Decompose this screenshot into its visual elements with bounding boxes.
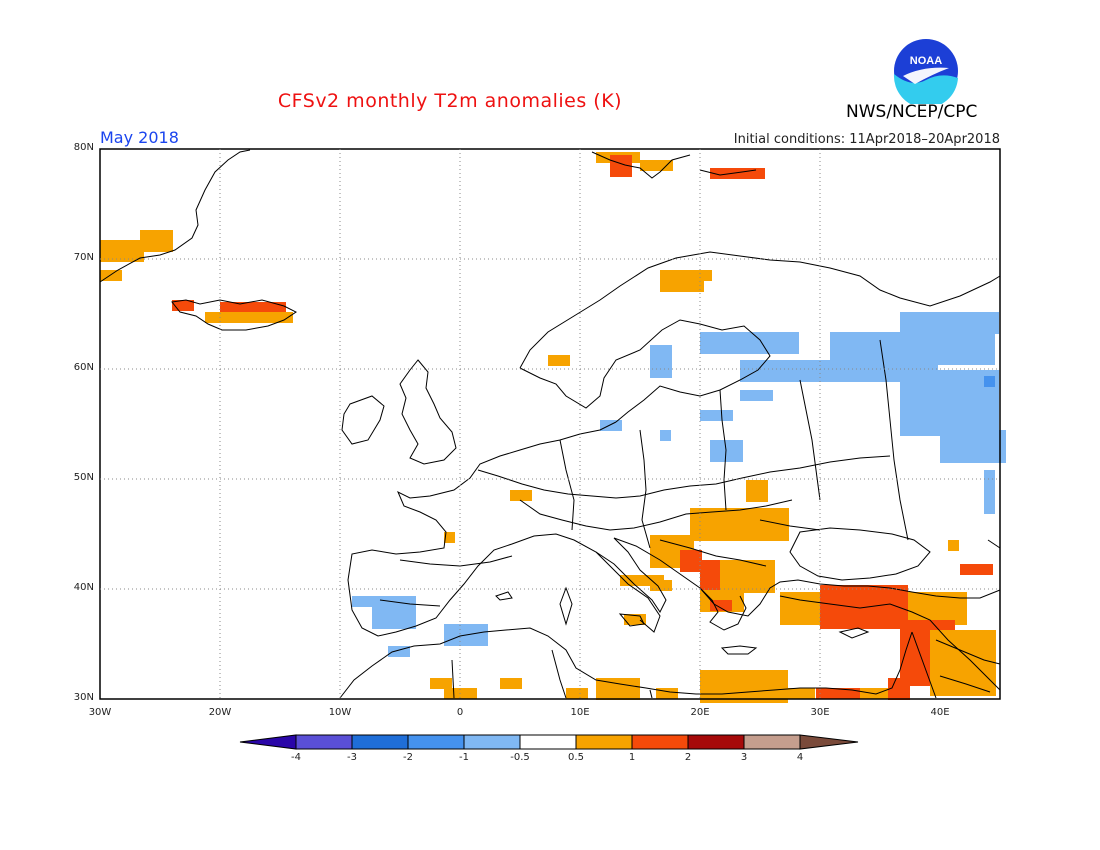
longitude-label: 10W [328, 707, 352, 718]
anomaly-cell [700, 410, 733, 421]
chart-title: CFSv2 monthly T2m anomalies (K) [277, 90, 623, 112]
colorbar-tick-label: -0.5 [510, 752, 530, 763]
latitude-label: 40N [73, 582, 94, 593]
anomaly-cell [680, 550, 702, 572]
anomaly-cell [690, 270, 712, 281]
latitude-label: 80N [73, 142, 94, 153]
colorbar-tick-label: 3 [740, 752, 748, 763]
anomaly-cell [100, 270, 122, 281]
colorbar-swatch [295, 734, 353, 750]
anomaly-cell [600, 420, 622, 431]
colorbar-swatch [687, 734, 745, 750]
longitude-label: 20W [208, 707, 232, 718]
anomaly-cell [610, 155, 632, 177]
anomaly-cell [816, 688, 860, 699]
anomaly-cell [640, 160, 673, 171]
anomaly-cell [948, 540, 959, 551]
anomaly-cell [352, 596, 374, 607]
longitude-label: 20E [690, 707, 710, 718]
anomaly-cell [740, 360, 938, 382]
latitude-label: 50N [73, 472, 94, 483]
latitude-label: 70N [73, 252, 94, 263]
anomaly-cell [656, 688, 678, 699]
anomaly-cell [220, 302, 286, 313]
colorbar-swatch [463, 734, 521, 750]
anomaly-cell [830, 332, 995, 365]
anomaly-cell [710, 168, 765, 179]
anomaly-cell [500, 678, 522, 689]
anomaly-cell [100, 240, 144, 262]
agency-label: NWS/NCEP/CPC [846, 102, 978, 122]
anomaly-cell [205, 312, 293, 323]
colorbar-tick-label: 1 [628, 752, 636, 763]
longitude-label: 0 [456, 707, 464, 718]
anomaly-cell [624, 614, 646, 625]
anomaly-cell [710, 440, 743, 462]
anomaly-cell [444, 532, 455, 543]
anomaly-cell [566, 688, 588, 699]
colorbar-tick-label: -3 [347, 752, 357, 763]
forecast-period: May 2018 [100, 128, 179, 147]
longitude-label: 30W [88, 707, 112, 718]
noaa-logo: NOAA [893, 39, 958, 104]
anomaly-cells [100, 152, 1006, 703]
longitude-label: 30E [810, 707, 830, 718]
anomaly-cell [650, 345, 672, 378]
latitude-label: 30N [73, 692, 94, 703]
anomaly-cell [650, 580, 672, 591]
anomaly-cell [510, 490, 532, 501]
colorbar-tick-label: 4 [796, 752, 804, 763]
colorbar-tick-label: -4 [291, 752, 301, 763]
anomaly-cell [596, 678, 640, 700]
anomaly-cell [984, 470, 995, 514]
anomaly-cell [172, 300, 194, 311]
initial-conditions: Initial conditions: 11Apr2018–20Apr2018 [733, 132, 1000, 147]
anomaly-cell [140, 230, 173, 252]
longitude-label: 40E [930, 707, 950, 718]
anomaly-cell [860, 688, 904, 699]
colorbar-tick-label: 2 [684, 752, 692, 763]
anomaly-cell [620, 575, 664, 586]
anomaly-cell [388, 646, 410, 657]
colorbar-swatch [743, 734, 801, 750]
colorbar-swatch [351, 734, 409, 750]
latitude-label: 60N [73, 362, 94, 373]
anomaly-cell [930, 630, 996, 696]
colorbar-swatch [575, 734, 633, 750]
anomaly-cell [940, 430, 1006, 463]
anomaly-cell [760, 688, 815, 699]
anomaly-cell [690, 508, 789, 541]
colorbar-left-arrow [239, 734, 297, 750]
colorbar-swatch [407, 734, 465, 750]
colorbar-tick-label: -2 [403, 752, 413, 763]
anomaly-cell [746, 480, 768, 502]
anomaly-cell [960, 564, 993, 575]
anomaly-cell [900, 312, 999, 334]
colorbar-swatch [519, 734, 577, 750]
coastlines [99, 149, 1001, 699]
anomaly-cell [430, 678, 452, 689]
colorbar-tick-label: 0.5 [568, 752, 584, 763]
anomaly-cell [548, 355, 570, 366]
map-frame [99, 148, 1001, 700]
anomaly-cell [984, 376, 995, 387]
logo-text: NOAA [910, 55, 942, 67]
anomaly-cell [710, 600, 732, 611]
colorbar-right-arrow [799, 734, 859, 750]
anomaly-cell [760, 340, 793, 351]
longitude-label: 10E [570, 707, 590, 718]
anomaly-cell [740, 390, 773, 401]
colorbar-swatch [631, 734, 689, 750]
anomaly-cell [660, 430, 671, 441]
colorbar-tick-label: -1 [459, 752, 469, 763]
anomaly-cell [900, 370, 999, 436]
